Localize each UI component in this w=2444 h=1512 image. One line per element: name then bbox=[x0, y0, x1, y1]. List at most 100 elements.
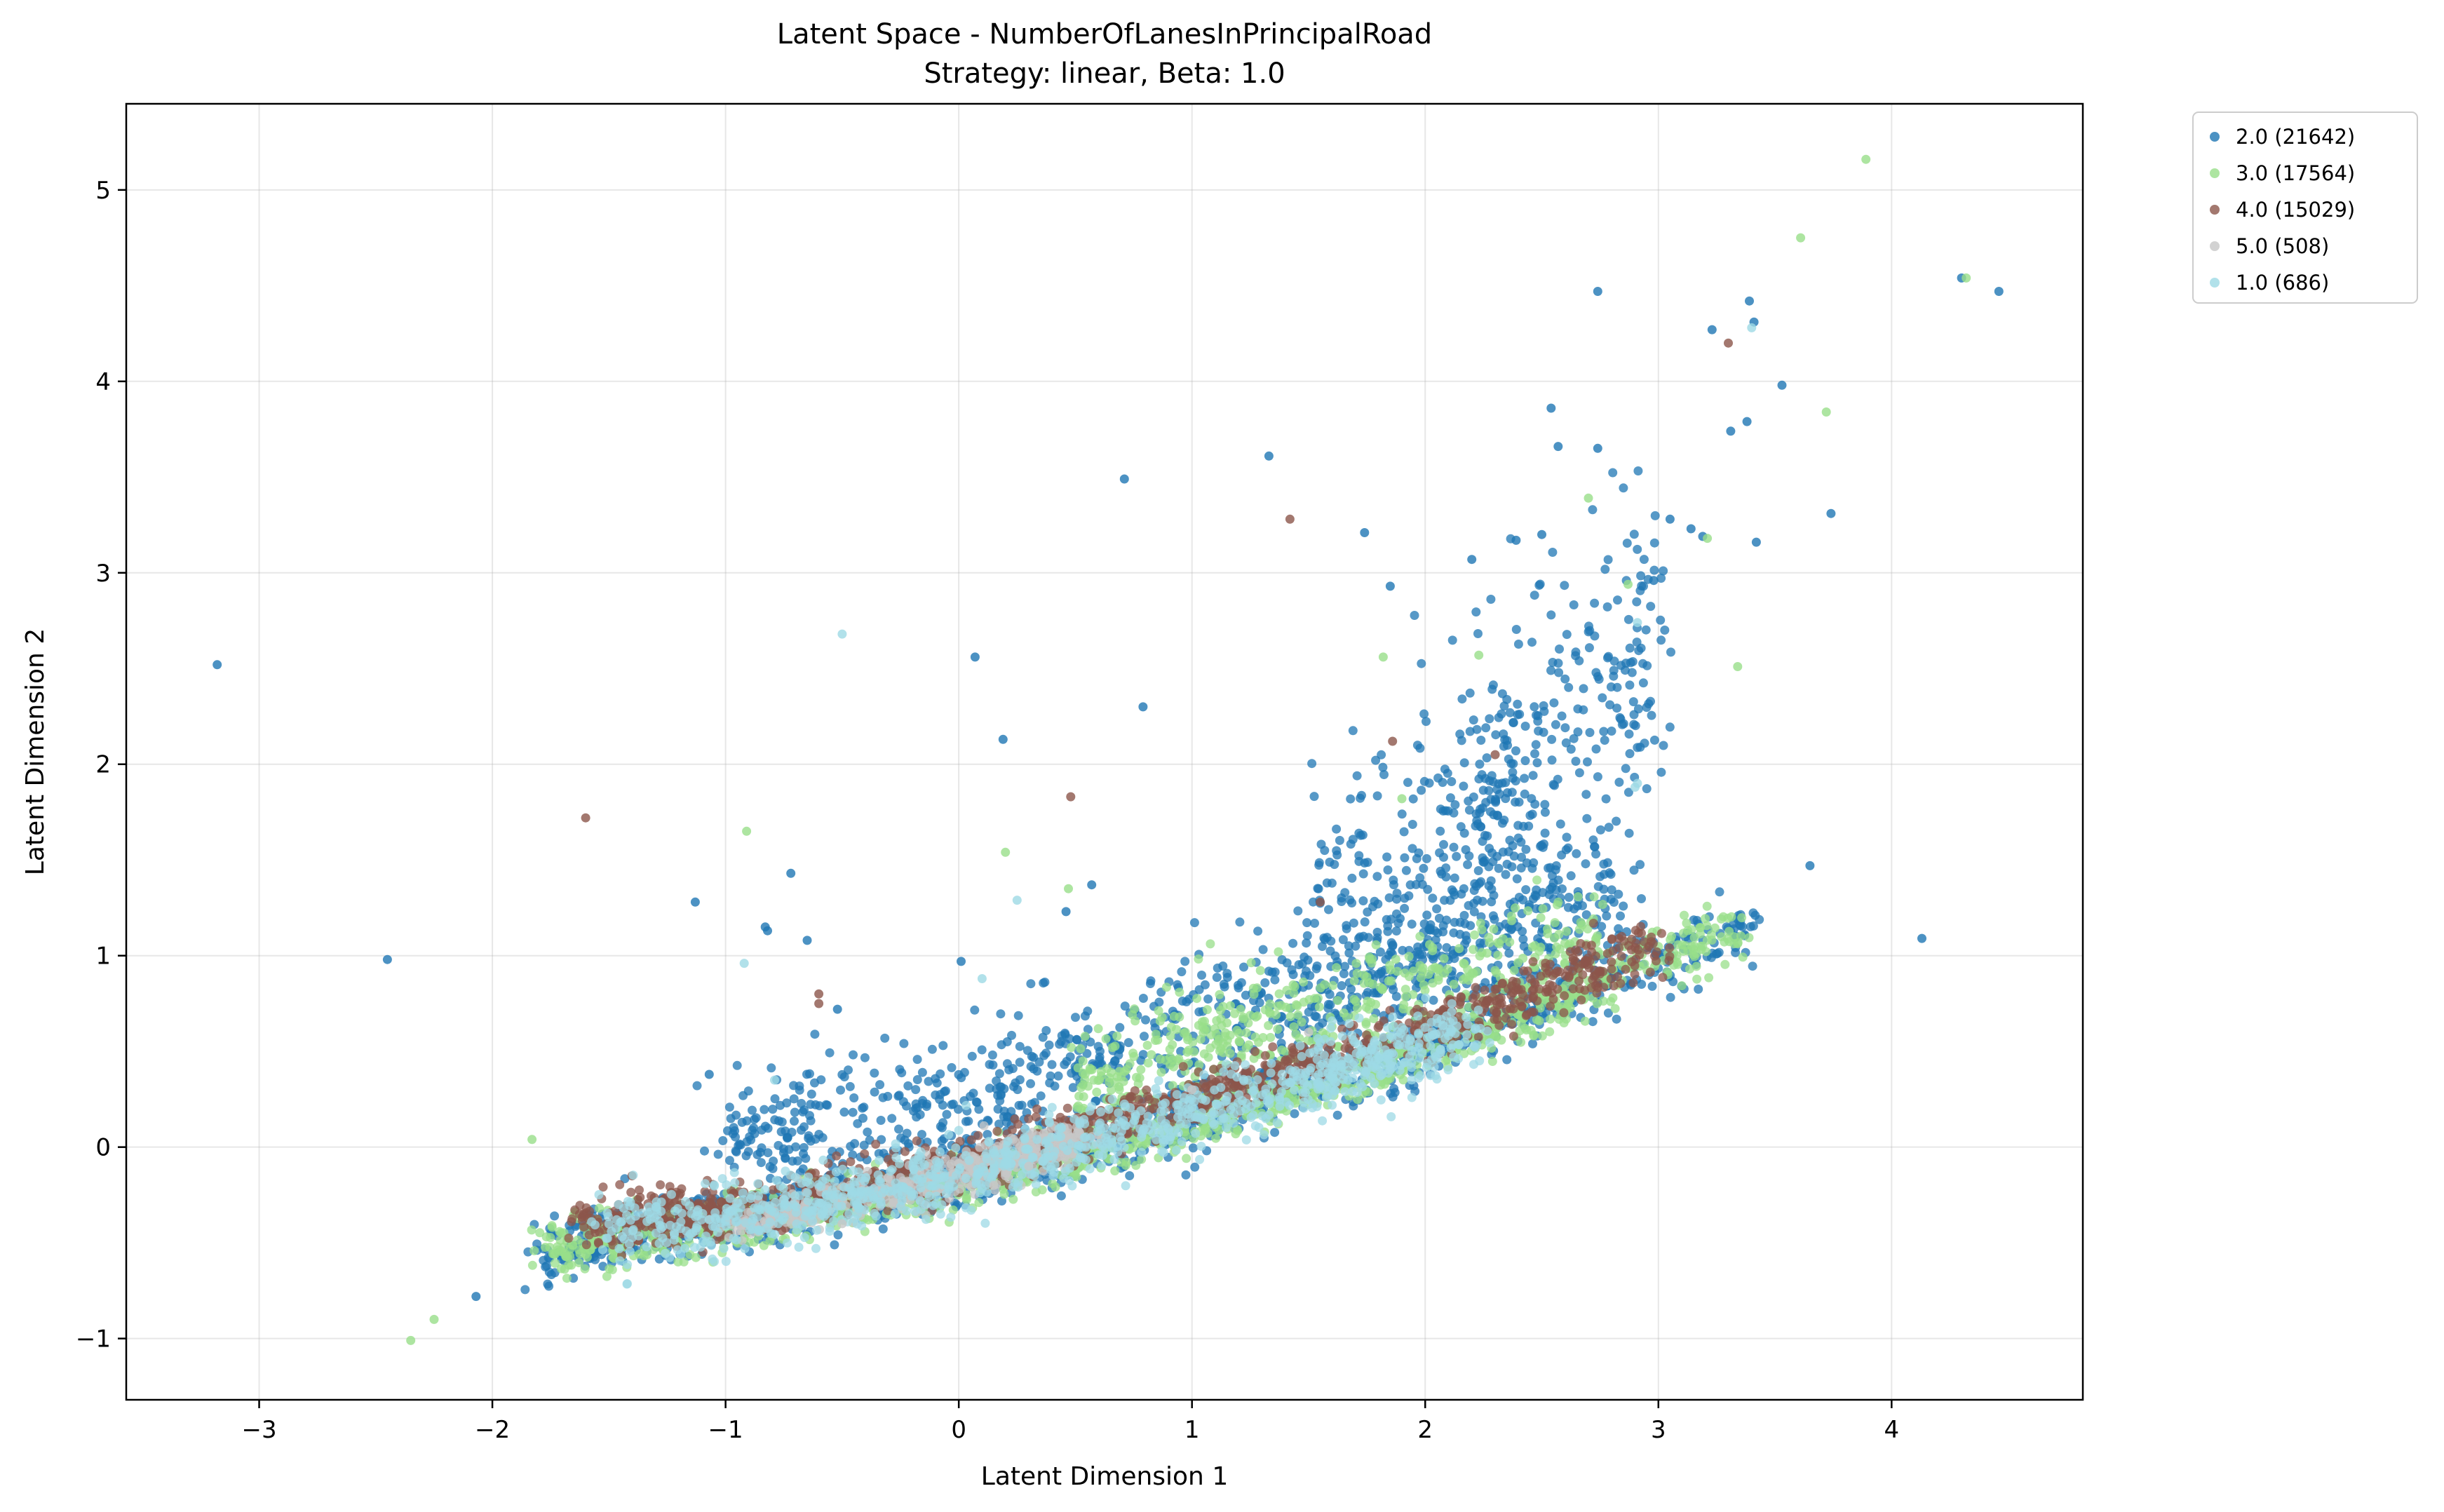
scatter-point bbox=[1511, 797, 1520, 807]
scatter-point bbox=[1606, 870, 1616, 879]
scatter-point bbox=[1378, 762, 1388, 772]
scatter-point bbox=[1484, 785, 1494, 795]
scatter-point bbox=[1598, 900, 1607, 910]
scatter-point bbox=[1520, 774, 1530, 783]
scatter-point bbox=[966, 1135, 976, 1145]
scatter-point bbox=[1607, 727, 1616, 736]
scatter-point bbox=[1415, 931, 1425, 941]
scatter-point bbox=[1241, 1028, 1251, 1038]
scatter-point bbox=[806, 1116, 816, 1126]
scatter-point bbox=[1560, 674, 1570, 684]
scatter-point bbox=[1044, 1040, 1054, 1050]
scatter-point bbox=[1593, 772, 1602, 782]
scatter-point bbox=[1383, 921, 1393, 931]
scatter-point bbox=[1161, 983, 1171, 992]
scatter-point bbox=[1349, 994, 1359, 1004]
scatter-point bbox=[1037, 1185, 1047, 1195]
scatter-point bbox=[1055, 1039, 1065, 1049]
scatter-point bbox=[924, 1076, 933, 1086]
scatter-point bbox=[1521, 885, 1531, 895]
scatter-point bbox=[902, 1128, 912, 1138]
scatter-point bbox=[1485, 844, 1494, 853]
scatter-point bbox=[1537, 1031, 1547, 1041]
scatter-point bbox=[1015, 1041, 1025, 1051]
scatter-point bbox=[1032, 1104, 1042, 1114]
scatter-point bbox=[1484, 933, 1494, 943]
scatter-point bbox=[1302, 918, 1312, 928]
scatter-point bbox=[1344, 941, 1353, 951]
scatter-point bbox=[987, 1050, 997, 1060]
scatter-point bbox=[1156, 1067, 1166, 1077]
scatter-point bbox=[1516, 837, 1526, 847]
scatter-point bbox=[776, 1127, 786, 1137]
scatter-point bbox=[1418, 963, 1428, 973]
scatter-point bbox=[1215, 990, 1224, 999]
scatter-point bbox=[1112, 1072, 1122, 1081]
scatter-point bbox=[1717, 932, 1727, 942]
scatter-point bbox=[1487, 1057, 1497, 1066]
scatter-point bbox=[1530, 590, 1539, 600]
scatter-point bbox=[1218, 961, 1228, 971]
scatter-point bbox=[1649, 538, 1659, 548]
scatter-point bbox=[1562, 926, 1572, 936]
scatter-point bbox=[1464, 1002, 1474, 1012]
scatter-point bbox=[1120, 1001, 1130, 1011]
scatter-point bbox=[1649, 565, 1659, 575]
scatter-point bbox=[1264, 966, 1274, 976]
scatter-point bbox=[1392, 894, 1402, 904]
scatter-point bbox=[1045, 1078, 1055, 1088]
scatter-point bbox=[1348, 726, 1358, 736]
scatter-point bbox=[1179, 1028, 1189, 1038]
scatter-point bbox=[1518, 934, 1528, 944]
scatter-point bbox=[789, 1094, 799, 1104]
scatter-point bbox=[1507, 862, 1517, 872]
scatter-point bbox=[569, 1274, 579, 1283]
scatter-point bbox=[1192, 994, 1202, 1004]
scatter-point bbox=[1469, 898, 1479, 908]
scatter-point bbox=[1194, 985, 1204, 994]
scatter-point bbox=[1013, 1011, 1023, 1020]
scatter-point bbox=[656, 1180, 666, 1189]
scatter-point bbox=[1704, 973, 1714, 983]
scatter-point bbox=[1459, 828, 1469, 838]
scatter-point bbox=[1346, 794, 1356, 804]
scatter-point bbox=[1633, 466, 1643, 475]
scatter-point bbox=[1501, 778, 1511, 788]
scatter-point bbox=[1656, 635, 1666, 645]
scatter-point bbox=[1642, 784, 1652, 794]
scatter-point bbox=[1288, 938, 1298, 948]
scatter-point bbox=[755, 1147, 765, 1157]
scatter-point bbox=[1696, 923, 1706, 933]
scatter-point bbox=[527, 1225, 536, 1235]
scatter-point bbox=[1431, 935, 1440, 945]
scatter-point bbox=[1736, 921, 1746, 931]
scatter-point bbox=[1415, 743, 1425, 753]
scatter-point bbox=[1260, 978, 1270, 987]
scatter-point bbox=[1598, 997, 1608, 1006]
scatter-point bbox=[1235, 917, 1245, 927]
scatter-point bbox=[1397, 809, 1407, 819]
scatter-point bbox=[1593, 931, 1602, 940]
scatter-point bbox=[1512, 874, 1522, 884]
scatter-point bbox=[1531, 740, 1541, 750]
scatter-point bbox=[1486, 876, 1496, 886]
scatter-point bbox=[1413, 947, 1422, 957]
scatter-point bbox=[1606, 997, 1616, 1006]
scatter-point bbox=[1358, 830, 1368, 840]
scatter-point bbox=[1302, 931, 1312, 940]
scatter-point bbox=[1603, 555, 1613, 565]
scatter-point bbox=[1600, 736, 1609, 745]
scatter-point bbox=[903, 1081, 913, 1091]
scatter-point bbox=[1647, 710, 1656, 720]
scatter-point bbox=[1656, 574, 1666, 583]
scatter-point bbox=[1631, 721, 1640, 731]
scatter-point bbox=[1487, 884, 1497, 894]
scatter-point bbox=[551, 1258, 560, 1268]
scatter-point bbox=[1048, 1179, 1058, 1189]
scatter-point bbox=[1093, 1024, 1103, 1034]
scatter-point bbox=[1566, 744, 1576, 754]
scatter-point bbox=[1581, 790, 1591, 799]
scatter-point bbox=[1470, 879, 1480, 889]
scatter-point bbox=[1555, 819, 1565, 829]
scatter-point bbox=[1689, 941, 1699, 951]
